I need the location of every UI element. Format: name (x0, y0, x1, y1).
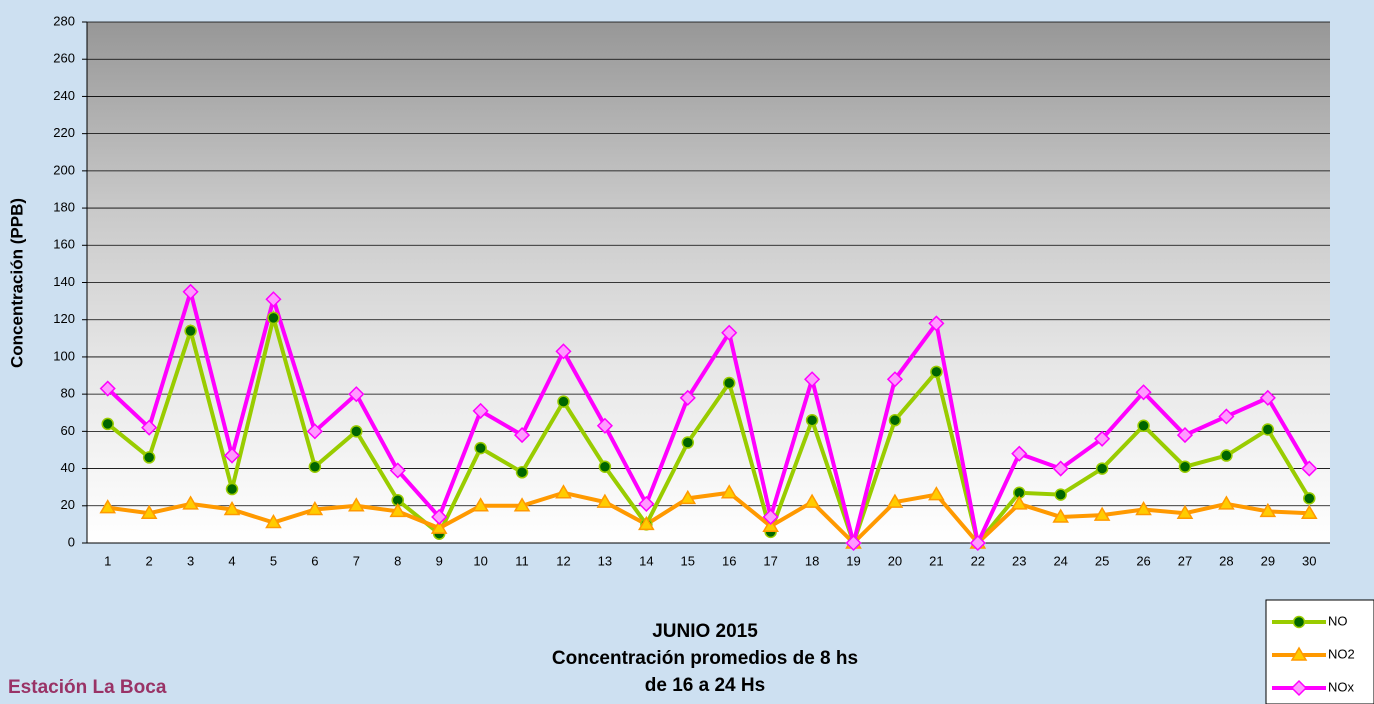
data-point (1262, 424, 1273, 435)
data-point (227, 484, 238, 495)
data-point (1304, 493, 1315, 504)
legend-label: NO (1328, 613, 1348, 628)
y-tick-label: 120 (53, 311, 75, 326)
data-point (351, 426, 362, 437)
data-point (475, 443, 486, 454)
y-tick-label: 100 (53, 348, 75, 363)
x-tick-label: 14 (639, 553, 653, 568)
data-point (268, 312, 279, 323)
y-tick-label: 200 (53, 162, 75, 177)
x-tick-label: 2 (146, 553, 153, 568)
legend-label: NO2 (1328, 646, 1355, 661)
y-tick-label: 220 (53, 125, 75, 140)
x-tick-label: 10 (473, 553, 487, 568)
data-point (102, 418, 113, 429)
x-tick-label: 13 (598, 553, 612, 568)
data-point (309, 461, 320, 472)
chart: Concentración (PPB) JUNIO 2015 Concentra… (0, 0, 1374, 704)
x-tick-label: 3 (187, 553, 194, 568)
x-tick-label: 30 (1302, 553, 1316, 568)
x-tick-label: 7 (353, 553, 360, 568)
x-tick-label: 28 (1219, 553, 1233, 568)
y-tick-label: 240 (53, 88, 75, 103)
x-tick-label: 8 (394, 553, 401, 568)
y-axis-label: Concentración (PPB) (7, 198, 26, 368)
data-point (1221, 450, 1232, 461)
chart-subtitle: Concentración promedios de 8 hs (552, 648, 858, 669)
data-point (931, 366, 942, 377)
station-label: Estación La Boca (8, 677, 167, 698)
data-point (144, 452, 155, 463)
x-tick-label: 24 (1053, 553, 1067, 568)
data-point (558, 396, 569, 407)
x-tick-label: 23 (1012, 553, 1026, 568)
data-point (1097, 463, 1108, 474)
y-tick-label: 20 (61, 497, 75, 512)
data-point (1179, 461, 1190, 472)
x-tick-label: 9 (436, 553, 443, 568)
legend-marker (1294, 617, 1305, 628)
y-tick-label: 60 (61, 423, 75, 438)
x-tick-label: 29 (1261, 553, 1275, 568)
x-tick-label: 26 (1136, 553, 1150, 568)
x-tick-label: 16 (722, 553, 736, 568)
data-point (1055, 489, 1066, 500)
x-tick-label: 20 (888, 553, 902, 568)
x-tick-label: 25 (1095, 553, 1109, 568)
data-point (517, 467, 528, 478)
y-tick-label: 80 (61, 386, 75, 401)
y-tick-label: 0 (68, 534, 75, 549)
x-tick-label: 15 (681, 553, 695, 568)
data-point (682, 437, 693, 448)
y-tick-label: 140 (53, 274, 75, 289)
y-tick-label: 160 (53, 237, 75, 252)
x-tick-label: 11 (515, 553, 529, 568)
x-tick-label: 17 (763, 553, 777, 568)
x-tick-label: 12 (556, 553, 570, 568)
x-tick-label: 19 (846, 553, 860, 568)
x-tick-label: 5 (270, 553, 277, 568)
x-tick-label: 6 (311, 553, 318, 568)
x-tick-label: 27 (1178, 553, 1192, 568)
y-tick-label: 280 (53, 13, 75, 28)
x-tick-label: 18 (805, 553, 819, 568)
data-point (724, 377, 735, 388)
data-point (599, 461, 610, 472)
y-tick-label: 180 (53, 200, 75, 215)
data-point (807, 415, 818, 426)
x-tick-label: 4 (228, 553, 235, 568)
x-tick-label: 1 (104, 553, 111, 568)
x-tick-label: 21 (929, 553, 943, 568)
data-point (185, 325, 196, 336)
chart-subtitle: de 16 a 24 Hs (645, 675, 765, 696)
legend-label: NOx (1328, 679, 1355, 694)
x-tick-label: 22 (971, 553, 985, 568)
y-tick-label: 260 (53, 51, 75, 66)
chart-title: JUNIO 2015 (652, 621, 758, 642)
y-tick-label: 40 (61, 460, 75, 475)
data-point (889, 415, 900, 426)
data-point (1138, 420, 1149, 431)
